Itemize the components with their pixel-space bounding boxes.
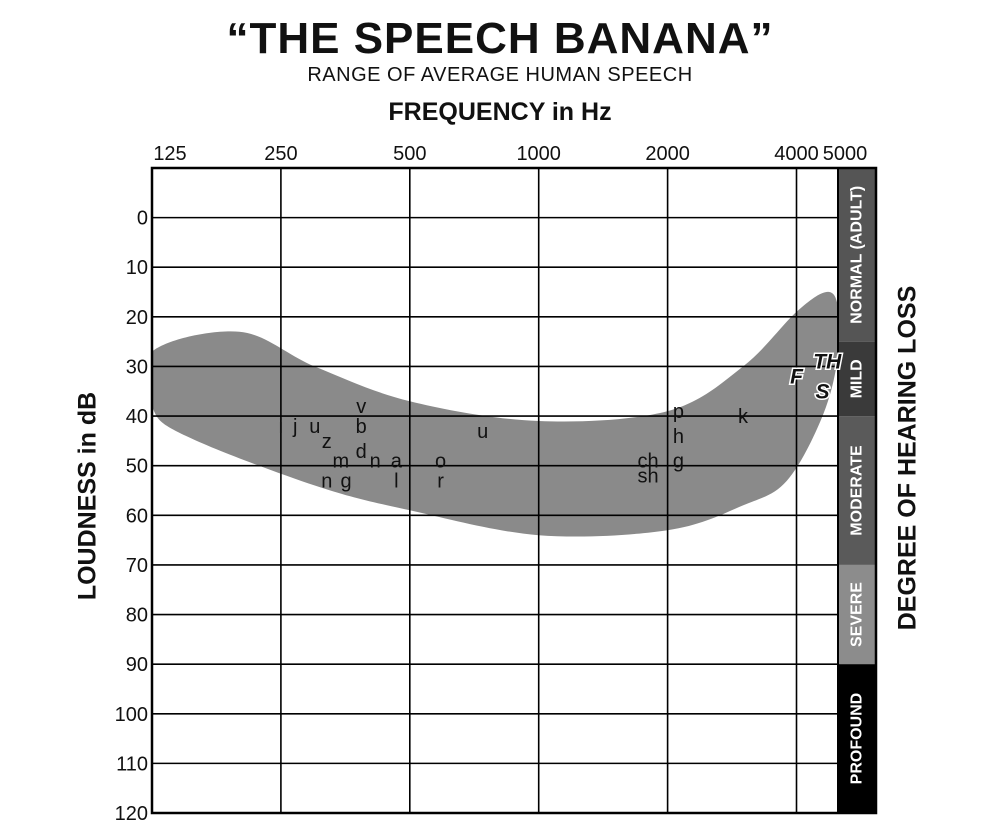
phoneme-label: n: [370, 451, 381, 473]
speech-banana-region: [152, 291, 838, 537]
hearing-band: [838, 664, 876, 813]
phoneme-label: z: [322, 431, 332, 453]
x-tick-label: 250: [264, 143, 297, 165]
phoneme-label: r: [437, 471, 444, 493]
chart-title: “THE SPEECH BANANA”: [226, 14, 774, 63]
y-tick-label: 110: [116, 753, 148, 775]
y-tick-label: 30: [126, 356, 148, 378]
phoneme-label: g: [673, 451, 684, 473]
phoneme-label: p: [673, 401, 684, 423]
hearing-band: [838, 416, 876, 565]
phoneme-label: l: [394, 471, 398, 493]
grid-layer: [152, 168, 838, 813]
x-tick-label: 1000: [516, 143, 561, 165]
x-tick-label: 500: [393, 143, 426, 165]
y-tick-label: 120: [115, 803, 148, 825]
hearing-band-label: PROFOUND: [849, 693, 866, 785]
hearing-band: [838, 564, 876, 665]
hearing-band-label: NORMAL (ADULT): [849, 186, 866, 324]
hearing-band-label: SEVERE: [849, 582, 866, 647]
hearing-band-label: MODERATE: [849, 445, 866, 536]
y-tick-label: 10: [126, 257, 148, 279]
phoneme-label: g: [341, 471, 352, 493]
y-tick-label: 0: [137, 208, 148, 230]
phoneme-label: u: [309, 416, 320, 438]
x-tick-label: 5000: [823, 143, 868, 165]
y-tick-label: 60: [126, 505, 148, 527]
y-tick-label: 40: [126, 406, 148, 428]
phoneme-label: b: [356, 416, 367, 438]
hearing-band-label: MILD: [849, 359, 866, 398]
y-tick-label: 70: [126, 555, 148, 577]
x-tick-label: 2000: [645, 143, 690, 165]
y-tick-label: 100: [115, 704, 148, 726]
hearing-band: [838, 341, 876, 417]
x-axis-label: FREQUENCY in Hz: [388, 98, 612, 126]
x-tick-label: 125: [153, 143, 186, 165]
phoneme-label: S: [815, 380, 829, 403]
phoneme-label: TH: [813, 351, 842, 374]
y-tick-label: 20: [126, 307, 148, 329]
phoneme-label: n: [321, 471, 332, 493]
phoneme-label: sh: [637, 466, 658, 488]
chart-subtitle: RANGE OF AVERAGE HUMAN SPEECH: [307, 64, 693, 86]
phoneme-label: k: [738, 406, 749, 428]
phoneme-label: j: [292, 416, 297, 438]
phoneme-label: o: [435, 451, 446, 473]
y-tick-label: 90: [126, 654, 148, 676]
phoneme-label: v: [356, 396, 366, 418]
phoneme-label: h: [673, 426, 684, 448]
y-tick-label: 50: [126, 456, 148, 478]
y-tick-label: 80: [126, 605, 148, 627]
phoneme-label: m: [332, 451, 349, 473]
x-tick-label: 4000: [774, 143, 819, 165]
banana-layer: [152, 291, 838, 537]
plot-frame: [150, 166, 878, 815]
phoneme-label: F: [790, 365, 804, 388]
tick-labels: 125 250 500 1000 2000 4000 5000 0 10 20 30 40 50 60 70…: [115, 143, 868, 825]
phoneme-label: i: [279, 416, 283, 438]
hearing-band: [838, 168, 876, 342]
phoneme-label: a: [391, 451, 403, 473]
phoneme-label: d: [356, 441, 367, 463]
phoneme-label: u: [477, 421, 488, 443]
phoneme-label: ch: [637, 451, 658, 473]
hearing-loss-bands: NORMAL (ADULT) MILD MODERATE SEVERE PROFOUND: [837, 168, 876, 813]
